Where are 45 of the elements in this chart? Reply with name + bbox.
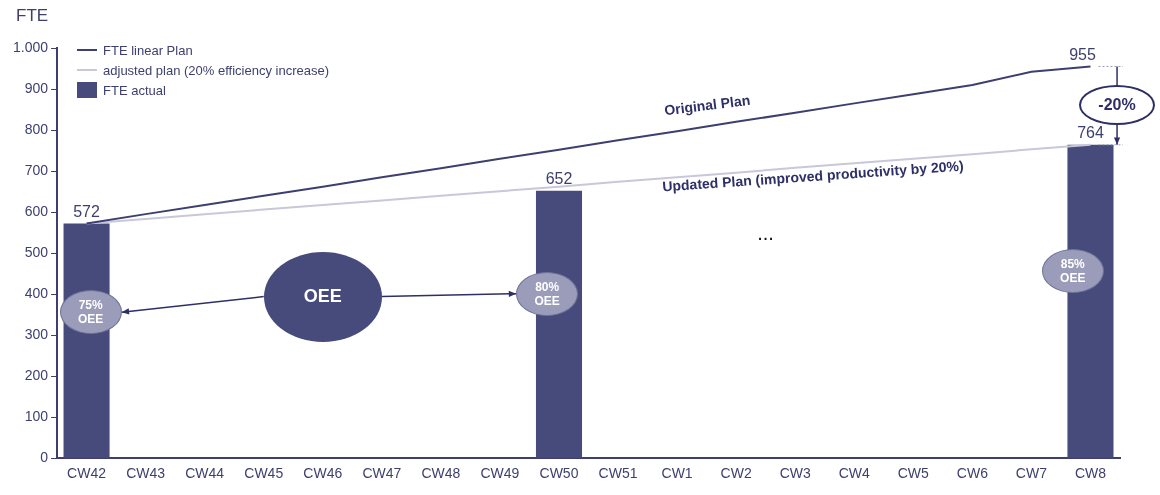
x-tick-label: CW8 bbox=[1074, 465, 1107, 482]
oval-badge: OEE bbox=[263, 251, 382, 342]
x-tick-label: CW7 bbox=[1015, 465, 1048, 482]
data-label: 764 bbox=[1077, 124, 1104, 142]
x-tick-label: CW4 bbox=[838, 465, 871, 482]
x-tick-label: CW1 bbox=[661, 465, 693, 482]
y-tick-label: 700 bbox=[24, 161, 49, 178]
x-tick-label: CW3 bbox=[779, 465, 811, 482]
annotation: Original Plan bbox=[662, 91, 751, 118]
oval-badge: -20% bbox=[1079, 84, 1156, 125]
y-tick-label: 100 bbox=[24, 408, 49, 425]
oval-badge: 85% OEE bbox=[1041, 248, 1104, 293]
x-tick-label: CW5 bbox=[897, 465, 930, 482]
x-tick-label: CW6 bbox=[956, 465, 989, 482]
data-label: 652 bbox=[545, 170, 573, 188]
data-label: 572 bbox=[73, 202, 101, 220]
x-tick-label: CW2 bbox=[720, 465, 752, 482]
x-tick-label: CW49 bbox=[480, 465, 520, 482]
legend-label: FTE linear Plan bbox=[103, 42, 193, 58]
annotation: ... bbox=[757, 221, 774, 245]
y-tick-label: 500 bbox=[24, 243, 49, 260]
x-tick-label: CW42 bbox=[67, 465, 107, 482]
annotation: 955 bbox=[1069, 45, 1096, 63]
oval-badge: 80% OEE bbox=[516, 271, 579, 316]
y-tick-label: 200 bbox=[24, 367, 49, 384]
oval-badge: 75% OEE bbox=[59, 290, 122, 335]
y-tick-label: 600 bbox=[24, 202, 49, 219]
x-tick-label: CW44 bbox=[185, 465, 225, 482]
x-tick-label: CW48 bbox=[421, 465, 461, 482]
y-axis-title: FTE bbox=[16, 6, 49, 26]
y-tick-label: 0 bbox=[40, 449, 49, 466]
y-tick-label: 300 bbox=[24, 326, 49, 342]
y-tick-label: 1.000 bbox=[12, 38, 49, 55]
x-tick-label: CW43 bbox=[126, 465, 166, 482]
legend-label: adjusted plan (20% efficiency increase) bbox=[103, 62, 329, 78]
x-tick-label: CW50 bbox=[539, 465, 579, 482]
annotation: Updated Plan (improved productivity by 20%) bbox=[661, 157, 964, 195]
y-tick-label: 800 bbox=[24, 120, 49, 137]
x-tick-label: CW47 bbox=[362, 465, 402, 482]
y-tick-label: 900 bbox=[24, 79, 49, 96]
x-tick-label: CW51 bbox=[598, 465, 638, 482]
x-tick-label: CW46 bbox=[303, 465, 343, 482]
x-tick-label: CW45 bbox=[244, 465, 284, 482]
legend-label: FTE actual bbox=[103, 82, 166, 98]
y-tick-label: 400 bbox=[24, 284, 49, 301]
